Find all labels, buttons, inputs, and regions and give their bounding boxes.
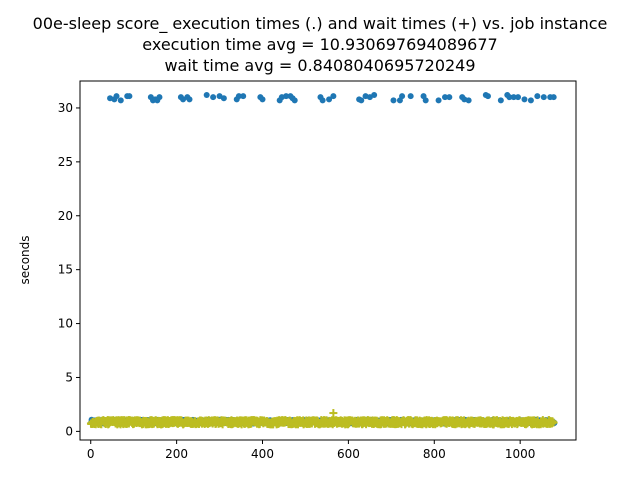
- execution-point: [422, 97, 429, 104]
- x-tick-label: 600: [337, 447, 360, 461]
- execution-point: [235, 93, 242, 100]
- execution-point: [113, 93, 120, 100]
- y-axis-label: seconds: [18, 235, 32, 284]
- y-tick-label: 5: [65, 370, 73, 384]
- execution-point: [330, 93, 337, 100]
- execution-point: [326, 96, 333, 103]
- execution-point: [506, 94, 513, 101]
- plot-area: [86, 92, 558, 429]
- execution-point: [240, 93, 247, 100]
- execution-point: [446, 94, 453, 101]
- x-tick-label: 800: [423, 447, 446, 461]
- wait-point: [329, 409, 338, 418]
- chart-title-line-2: execution time avg = 10.930697694089677: [142, 35, 497, 54]
- execution-point: [210, 94, 217, 101]
- y-tick-label: 20: [58, 209, 73, 223]
- x-tick-label: 1000: [505, 447, 536, 461]
- execution-point: [442, 94, 449, 101]
- execution-point: [319, 97, 326, 104]
- execution-point: [484, 93, 491, 100]
- chart-title-line-3: wait time avg = 0.8408040695720249: [164, 56, 475, 75]
- y-tick-label: 30: [58, 101, 73, 115]
- execution-point: [534, 93, 541, 100]
- execution-point: [358, 97, 365, 104]
- execution-point: [156, 94, 163, 101]
- execution-point: [291, 97, 298, 104]
- chart-title-line-1: 00e-sleep score_ execution times (.) and…: [33, 14, 608, 34]
- execution-point: [510, 94, 517, 101]
- execution-point: [390, 97, 397, 104]
- execution-point: [435, 97, 442, 104]
- execution-point: [259, 96, 266, 103]
- y-tick-label: 10: [58, 317, 73, 331]
- execution-point: [521, 96, 528, 103]
- execution-point: [371, 92, 378, 99]
- execution-point: [540, 94, 547, 101]
- execution-point: [527, 97, 534, 104]
- execution-point: [497, 97, 504, 104]
- execution-point: [515, 94, 522, 101]
- x-tick-label: 0: [87, 447, 95, 461]
- execution-point: [117, 97, 124, 104]
- x-axis: 0 200 400 600 800 1000: [87, 440, 536, 461]
- y-tick-label: 0: [65, 424, 73, 438]
- execution-point: [186, 96, 193, 103]
- execution-point: [203, 92, 210, 99]
- execution-point: [407, 93, 414, 100]
- execution-point: [220, 95, 227, 102]
- execution-point: [399, 93, 406, 100]
- y-axis: 0 5 10 15 20 25 30: [58, 101, 80, 438]
- x-tick-label: 200: [165, 447, 188, 461]
- plot-frame: [79, 80, 577, 441]
- execution-point: [550, 94, 557, 101]
- execution-point: [283, 93, 290, 100]
- y-tick-label: 15: [58, 263, 73, 277]
- execution-point: [465, 97, 472, 104]
- x-tick-label: 400: [251, 447, 274, 461]
- wait-point: [549, 418, 558, 427]
- y-tick-label: 25: [58, 155, 73, 169]
- execution-point: [126, 93, 133, 100]
